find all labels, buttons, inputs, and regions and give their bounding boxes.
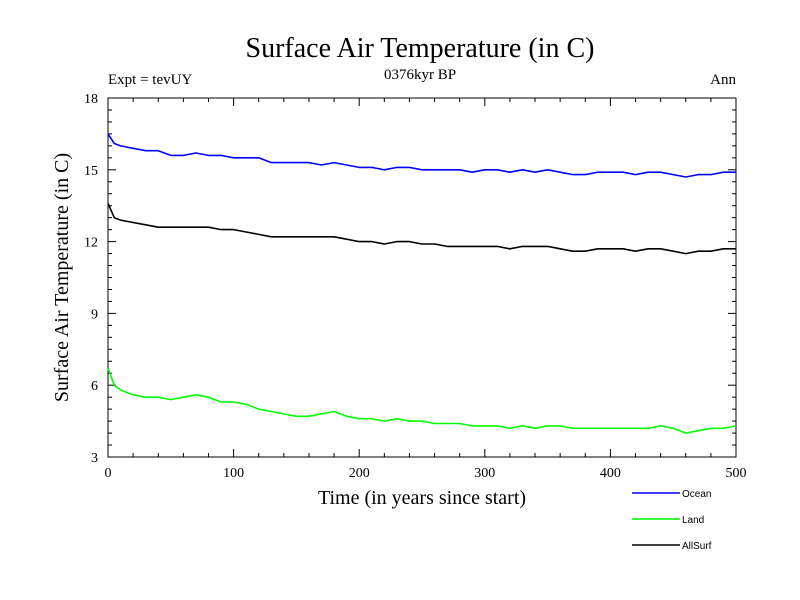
legend-label-land: Land: [682, 515, 704, 526]
y-tick-label: 15: [84, 164, 98, 179]
x-axis-ticks: 0 100 200 300 400 500: [105, 98, 747, 481]
chart-subtitle: 0376kyr BP: [384, 67, 456, 83]
y-tick-label: 3: [91, 451, 98, 466]
x-tick-label: 0: [105, 466, 112, 481]
experiment-label: Expt = tevUY: [108, 72, 192, 88]
y-axis-label: Surface Air Temperature (in C): [51, 153, 73, 402]
x-tick-label: 400: [600, 466, 621, 481]
x-axis-label: Time (in years since start): [318, 487, 526, 509]
legend: Ocean Land AllSurf: [632, 489, 712, 552]
x-tick-label: 200: [349, 466, 370, 481]
series-line-ocean: [107, 133, 736, 178]
x-tick-label: 500: [726, 466, 747, 481]
y-tick-label: 12: [84, 236, 98, 251]
x-tick-label: 300: [474, 466, 495, 481]
plot-frame: [107, 97, 737, 458]
legend-label-ocean: Ocean: [682, 489, 711, 500]
x-tick-label: 100: [223, 466, 244, 481]
y-tick-label: 9: [91, 307, 98, 322]
y-tick-label: 6: [91, 379, 98, 394]
chart-title: Surface Air Temperature (in C): [246, 33, 595, 64]
series-line-land: [107, 368, 737, 434]
series-line-allsurf: [107, 202, 736, 255]
series-lines: [107, 133, 737, 434]
season-label: Ann: [710, 72, 736, 88]
y-tick-label: 18: [84, 92, 98, 107]
y-axis-ticks: 3 6 9 12 15 18: [84, 92, 736, 466]
legend-label-allsurf: AllSurf: [682, 541, 712, 552]
